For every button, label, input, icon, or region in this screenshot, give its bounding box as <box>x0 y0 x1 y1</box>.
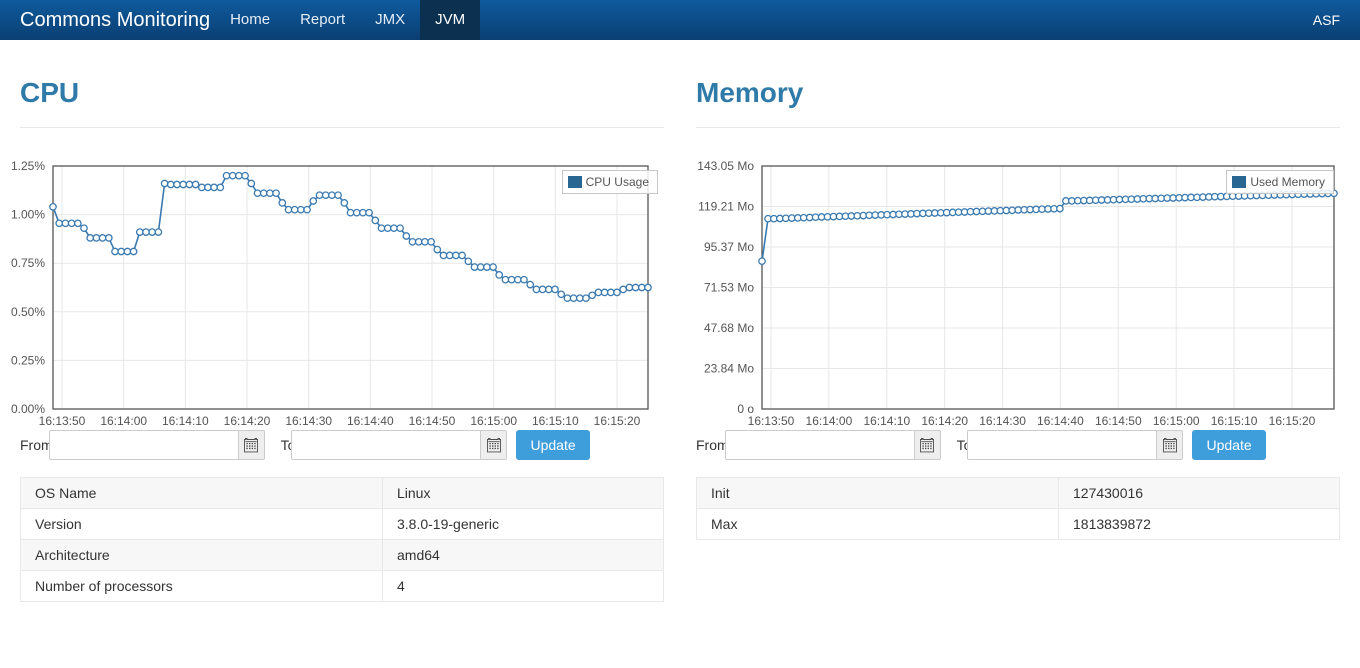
svg-text:16:15:10: 16:15:10 <box>1211 414 1258 428</box>
svg-text:16:14:10: 16:14:10 <box>863 414 910 428</box>
svg-text:16:14:50: 16:14:50 <box>1095 414 1142 428</box>
svg-text:1.25%: 1.25% <box>11 159 45 173</box>
svg-text:16:13:50: 16:13:50 <box>39 414 86 428</box>
svg-text:16:14:40: 16:14:40 <box>347 414 394 428</box>
svg-text:16:14:20: 16:14:20 <box>921 414 968 428</box>
svg-text:16:15:00: 16:15:00 <box>470 414 517 428</box>
svg-text:23.84 Mo: 23.84 Mo <box>704 362 754 376</box>
svg-text:0.75%: 0.75% <box>11 256 45 270</box>
svg-text:16:15:10: 16:15:10 <box>532 414 579 428</box>
svg-text:16:14:00: 16:14:00 <box>100 414 147 428</box>
svg-text:16:15:20: 16:15:20 <box>1269 414 1316 428</box>
svg-text:47.68 Mo: 47.68 Mo <box>704 321 754 335</box>
svg-text:16:15:00: 16:15:00 <box>1153 414 1200 428</box>
svg-text:16:14:50: 16:14:50 <box>409 414 456 428</box>
svg-text:16:14:00: 16:14:00 <box>806 414 853 428</box>
svg-text:71.53 Mo: 71.53 Mo <box>704 281 754 295</box>
svg-text:119.21 Mo: 119.21 Mo <box>698 200 754 214</box>
svg-text:0.50%: 0.50% <box>11 305 45 319</box>
svg-text:143.05 Mo: 143.05 Mo <box>697 159 754 173</box>
svg-text:16:14:30: 16:14:30 <box>979 414 1026 428</box>
svg-text:95.37 Mo: 95.37 Mo <box>704 240 754 254</box>
svg-text:16:14:30: 16:14:30 <box>285 414 332 428</box>
svg-text:1.00%: 1.00% <box>11 208 45 222</box>
svg-text:16:14:40: 16:14:40 <box>1037 414 1084 428</box>
svg-text:16:14:10: 16:14:10 <box>162 414 209 428</box>
svg-text:16:14:20: 16:14:20 <box>224 414 271 428</box>
svg-text:16:15:20: 16:15:20 <box>594 414 641 428</box>
svg-text:16:13:50: 16:13:50 <box>748 414 795 428</box>
svg-text:0.25%: 0.25% <box>11 353 45 367</box>
